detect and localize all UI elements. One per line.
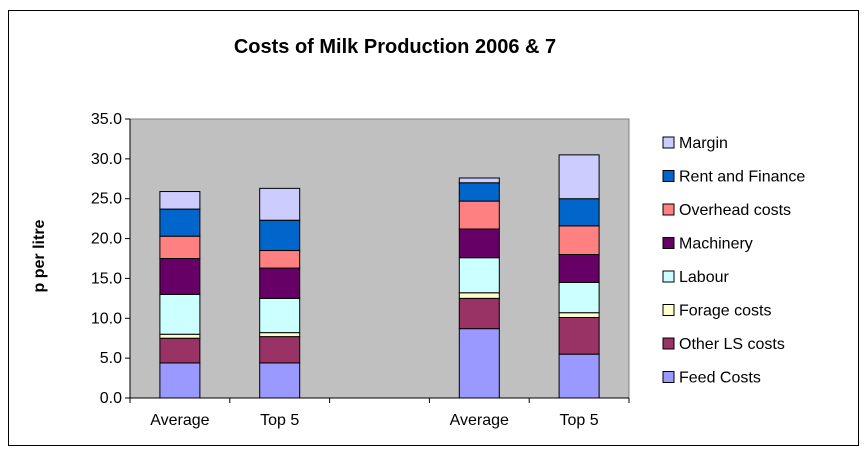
bar-segment: [558, 353, 600, 399]
bar-segment: [159, 293, 201, 335]
legend-label: Labour: [679, 269, 729, 286]
bar-segment: [558, 254, 600, 283]
legend-swatch: [662, 203, 675, 216]
y-tick-label: 10.0: [91, 310, 122, 327]
bar-segment: [558, 312, 600, 318]
bar-segment: [458, 297, 500, 330]
bar-segment: [458, 292, 500, 299]
y-tick-label: 15.0: [91, 270, 122, 287]
bar-segment: [458, 182, 500, 202]
y-tick-label: 5.0: [100, 350, 122, 367]
bar-segment: [259, 267, 301, 299]
legend-label: Other LS costs: [679, 336, 785, 353]
bar-segment: [159, 235, 201, 259]
x-tick-label: Average: [450, 412, 509, 429]
bar-segment: [259, 187, 301, 221]
legend-swatch: [662, 304, 675, 316]
legend-label: Feed Costs: [679, 370, 761, 387]
bar-segment: [458, 228, 500, 259]
bar-segment: [458, 177, 500, 184]
bar-segment: [159, 333, 201, 339]
bar-segment: [458, 328, 500, 399]
legend-swatch: [662, 136, 675, 149]
legend-label: Overhead costs: [679, 202, 791, 219]
bar-segment: [159, 337, 201, 364]
y-tick-label: 30.0: [91, 151, 122, 168]
chart-title: Costs of Milk Production 2006 & 7: [234, 36, 556, 58]
x-tick-label: Average: [150, 412, 209, 429]
bar-segment: [558, 316, 600, 355]
plot-background: [129, 118, 630, 399]
bar-segment: [259, 297, 301, 334]
legend-label: Margin: [679, 135, 728, 152]
y-axis-label: p per litre: [31, 219, 48, 292]
legend-swatch: [662, 270, 675, 283]
bar-segment: [558, 154, 600, 200]
bar-segment: [259, 219, 301, 252]
bar-segment: [259, 362, 301, 399]
chart-frame: Costs of Milk Production 2006 & 7 p per …: [8, 10, 859, 446]
bar-segment: [159, 191, 201, 210]
bar-segment: [458, 257, 500, 294]
bar-segment: [558, 198, 600, 227]
y-tick-label: 35.0: [91, 111, 122, 128]
legend-swatch: [662, 337, 675, 350]
legend-label: Rent and Finance: [679, 169, 805, 186]
y-tick-label: 25.0: [91, 191, 122, 208]
bar-segment: [159, 208, 201, 237]
x-tick-label: Top 5: [260, 412, 299, 429]
legend-label: Forage costs: [679, 303, 771, 320]
bar-segment: [259, 336, 301, 364]
bar-segment: [159, 258, 201, 295]
y-tick-label: 20.0: [91, 231, 122, 248]
legend-swatch: [662, 371, 675, 383]
bar-segment: [159, 362, 201, 399]
legend-swatch: [662, 170, 675, 182]
plot-area: 0.0 5.0 10.0 15.0 20.0 25.0 30.0 35.0 Average Top…: [91, 111, 630, 429]
legend-label: Machinery: [679, 236, 753, 253]
chart-svg: Costs of Milk Production 2006 & 7 p per …: [31, 36, 805, 429]
y-tick-label: 0.0: [100, 390, 122, 407]
bar-segment: [259, 250, 301, 269]
legend-swatch: [662, 237, 675, 249]
bar-segment: [458, 200, 500, 230]
bar-segment: [558, 225, 600, 256]
bar-segment: [558, 281, 600, 314]
x-tick-label: Top 5: [560, 412, 599, 429]
bar-segment: [259, 332, 301, 338]
legend: Margin Rent and Finance Overhead costs Mach…: [662, 135, 805, 387]
